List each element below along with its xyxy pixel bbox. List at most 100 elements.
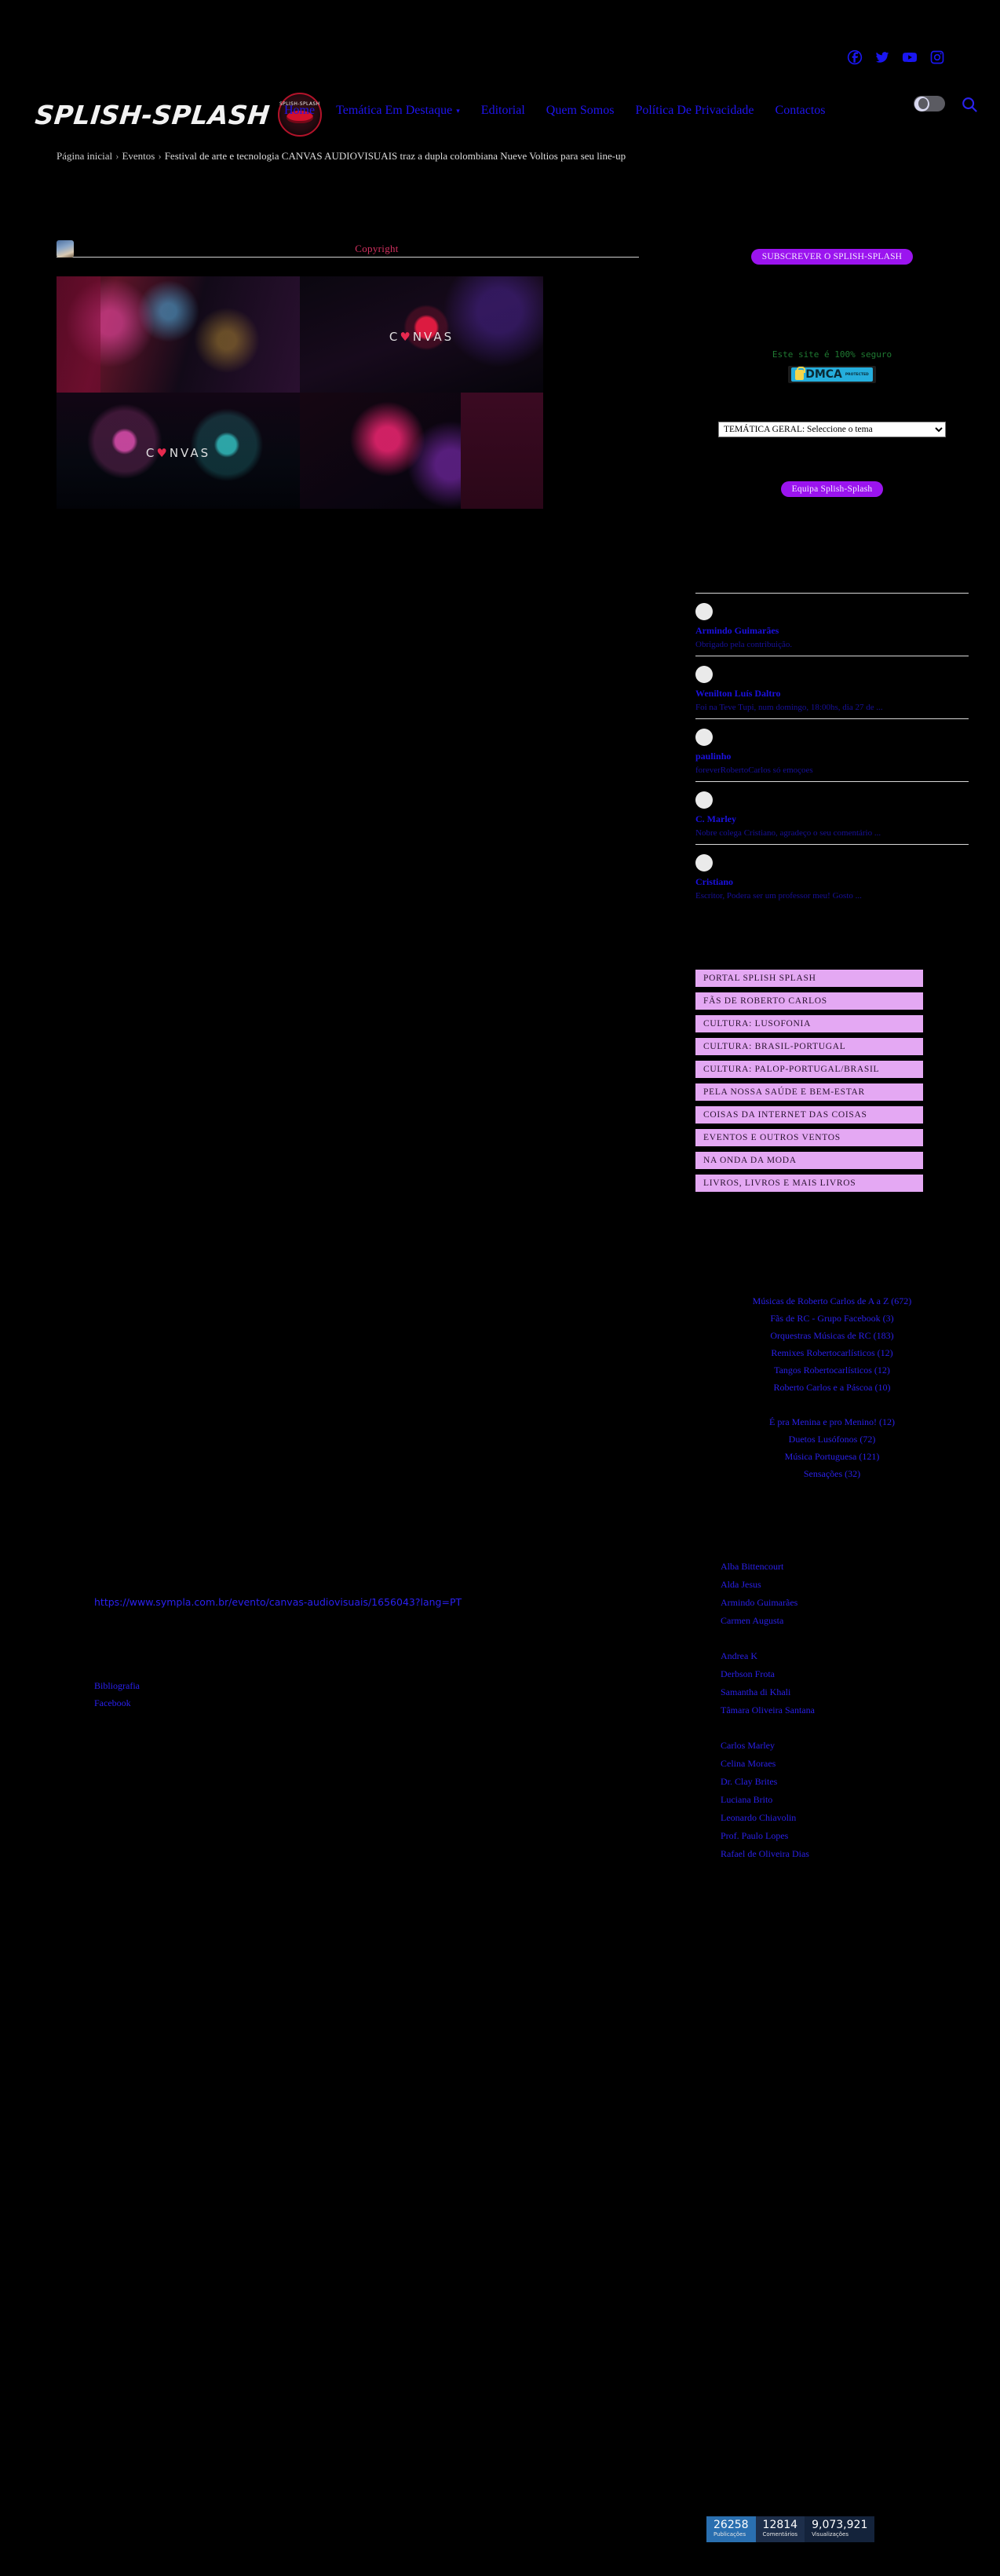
avatar bbox=[695, 791, 713, 809]
comment-item[interactable]: Armindo Guimarães Obrigado pela contribu… bbox=[695, 592, 969, 656]
comment-author: C. Marley bbox=[695, 813, 736, 824]
nav-item-contactos[interactable]: Contactos bbox=[776, 104, 826, 118]
nav-item-quem-somos[interactable]: Quem Somos bbox=[546, 104, 615, 118]
author-link[interactable]: Andrea K bbox=[721, 1650, 757, 1661]
search-icon[interactable] bbox=[961, 96, 978, 113]
counted-link[interactable]: Roberto Carlos e a Páscoa (10) bbox=[773, 1381, 891, 1393]
list-spacer bbox=[695, 1396, 969, 1413]
nav-label: Política De Privacidade bbox=[635, 104, 754, 117]
counted-link[interactable]: Música Portuguesa (121) bbox=[784, 1450, 880, 1462]
comment-item[interactable]: C. Marley Nobre colega Cristiano, agrade… bbox=[695, 780, 969, 844]
comment-author: Cristiano bbox=[695, 875, 733, 887]
category-fas-de-roberto-carlos[interactable]: FÃS DE ROBERTO CARLOS bbox=[695, 992, 923, 1010]
category-na-onda-da-moda[interactable]: NA ONDA DA MODA bbox=[695, 1151, 923, 1169]
author-link[interactable]: Carmen Augusta bbox=[721, 1614, 784, 1626]
counted-link[interactable]: Tangos Robertocarlísticos (12) bbox=[774, 1364, 890, 1376]
counted-link[interactable]: Sensações (32) bbox=[803, 1467, 861, 1479]
event-url-link[interactable]: https://www.sympla.com.br/evento/canvas-… bbox=[94, 1596, 462, 1608]
lips-logo-icon: SPLISH-SPLASH bbox=[277, 93, 322, 137]
nav-item-tematica-em-destaque[interactable]: Temática Em Destaque ▾ bbox=[336, 104, 460, 118]
bibliografia-link[interactable]: Bibliografia bbox=[94, 1680, 140, 1691]
article-content: Copyright C♥NVAS C♥NVAS https://www.symp… bbox=[31, 178, 680, 1712]
counted-link[interactable]: É pra Menina e pro Menino! (12) bbox=[769, 1416, 895, 1427]
category-cultura-brasil-portugal[interactable]: CULTURA: BRASIL-PORTUGAL bbox=[695, 1037, 923, 1055]
comment-text: Escritor, Podera ser um professor meu! G… bbox=[695, 890, 862, 901]
category-livros-livros-e-mais-livros[interactable]: LIVROS, LIVROS E MAIS LIVROS bbox=[695, 1174, 923, 1192]
facebook-link[interactable]: Facebook bbox=[94, 1697, 131, 1708]
article-footer-links: Bibliografia Facebook bbox=[57, 1677, 680, 1712]
chevron-down-icon: ▾ bbox=[456, 106, 460, 115]
category-portal-splish-splash[interactable]: PORTAL SPLISH SPLASH bbox=[695, 969, 923, 987]
comment-item[interactable]: Cristiano Escritor, Podera ser um profes… bbox=[695, 843, 969, 907]
dmca-text: DMCA bbox=[805, 368, 842, 381]
secure-text: Este site é 100% seguro bbox=[772, 349, 892, 360]
counted-link[interactable]: Músicas de Roberto Carlos de A a Z (672) bbox=[752, 1295, 912, 1306]
counted-link[interactable]: Orquestras Músicas de RC (183) bbox=[770, 1329, 894, 1341]
author-link[interactable]: Alda Jesus bbox=[721, 1578, 761, 1590]
author-link[interactable]: Prof. Paulo Lopes bbox=[721, 1829, 789, 1841]
author-link[interactable]: Leonardo Chiavolin bbox=[721, 1811, 797, 1823]
facebook-icon[interactable] bbox=[846, 49, 863, 65]
counted-link[interactable]: Fãs de RC - Grupo Facebook (3) bbox=[770, 1312, 894, 1324]
stat-number: 9,073,921 bbox=[812, 2519, 868, 2531]
author-link[interactable]: Alba Bittencourt bbox=[721, 1560, 784, 1572]
author-link[interactable]: Celina Moraes bbox=[721, 1757, 776, 1769]
equipa-button[interactable]: Equipa Splish-Splash bbox=[780, 480, 884, 497]
breadcrumb-home[interactable]: Página inicial bbox=[57, 150, 113, 162]
breadcrumb-category[interactable]: Eventos bbox=[122, 150, 155, 162]
site-stats: 26258 Publicações 12814 Comentários 9,07… bbox=[706, 2516, 875, 2542]
breadcrumb-current: Festival de arte e tecnologia CANVAS AUD… bbox=[164, 150, 626, 162]
category-cultura-palop-portugal-brasil[interactable]: CULTURA: PALOP-PORTUGAL/BRASIL bbox=[695, 1060, 923, 1078]
counted-link[interactable]: Duetos Lusófonos (72) bbox=[788, 1433, 876, 1445]
post-meta-row: Copyright bbox=[57, 178, 680, 258]
tematica-geral-select[interactable]: TEMÁTICA GERAL: Seleccione o tema bbox=[718, 421, 946, 437]
gallery-photo-1[interactable] bbox=[57, 276, 300, 393]
nav-label: Contactos bbox=[775, 104, 826, 117]
author-link[interactable]: Samantha di Khali bbox=[721, 1686, 791, 1697]
category-cultura-lusofonia[interactable]: CULTURA: LUSOFONIA bbox=[695, 1014, 923, 1032]
gallery-caption-2: C♥NVAS bbox=[389, 329, 454, 344]
author-link[interactable]: Dr. Clay Brites bbox=[721, 1775, 778, 1787]
gallery-photo-3[interactable]: C♥NVAS bbox=[57, 393, 300, 509]
category-pela-nossa-saude-e-bem-estar[interactable]: PELA NOSSA SAÚDE E BEM-ESTAR bbox=[695, 1083, 923, 1101]
dmca-badge[interactable]: DMCA PROTECTED bbox=[788, 366, 876, 383]
theme-selector-widget: TEMÁTICA GERAL: Seleccione o tema bbox=[695, 421, 969, 437]
subscribe-button[interactable]: SUBSCREVER O SPLISH-SPLASH bbox=[750, 249, 914, 265]
author-link[interactable]: Luciana Brito bbox=[721, 1793, 773, 1805]
instagram-icon[interactable] bbox=[929, 49, 945, 65]
nav-item-editorial[interactable]: Editorial bbox=[481, 104, 525, 118]
author-link[interactable]: Derbson Frota bbox=[721, 1668, 775, 1679]
author-link[interactable]: Carlos Marley bbox=[721, 1739, 775, 1751]
dark-mode-toggle[interactable] bbox=[914, 96, 945, 111]
article-links: https://www.sympla.com.br/evento/canvas-… bbox=[57, 509, 680, 1608]
recent-comments-widget: Armindo Guimarães Obrigado pela contribu… bbox=[695, 592, 969, 907]
nav-label: Temática Em Destaque bbox=[336, 104, 453, 117]
stat-comentarios: 12814 Comentários bbox=[755, 2516, 805, 2542]
nav-item-politica-de-privacidade[interactable]: Política De Privacidade bbox=[635, 104, 754, 118]
author-link[interactable]: Rafael de Oliveira Dias bbox=[721, 1847, 809, 1859]
social-links bbox=[846, 49, 945, 65]
gallery-photo-4[interactable] bbox=[300, 393, 543, 509]
stat-publicacoes: 26258 Publicações bbox=[706, 2516, 756, 2542]
twitter-icon[interactable] bbox=[874, 49, 890, 65]
category-eventos-e-outros-ventos[interactable]: EVENTOS E OUTROS VENTOS bbox=[695, 1128, 923, 1146]
comment-item[interactable]: paulinho foreverRobertoCarlos só emoçoes bbox=[695, 718, 969, 781]
comment-text: Foi na Teve Tupi, num domingo, 18:00hs, … bbox=[695, 702, 883, 712]
gallery-photo-2[interactable]: C♥NVAS bbox=[300, 276, 543, 393]
counted-links-widget: Músicas de Roberto Carlos de A a Z (672)… bbox=[695, 1292, 969, 1482]
author-link[interactable]: Tâmara Oliveira Santana bbox=[721, 1704, 815, 1716]
site-logo[interactable]: SPLISH-SPLASH SPLISH-SPLASH bbox=[33, 93, 322, 137]
author-link[interactable]: Armindo Guimarães bbox=[721, 1596, 798, 1608]
nav-label: Editorial bbox=[480, 104, 525, 117]
youtube-icon[interactable] bbox=[901, 49, 918, 65]
list-spacer bbox=[695, 1630, 969, 1647]
toggle-knob bbox=[914, 96, 929, 111]
copyright-label: Copyright bbox=[355, 243, 399, 254]
nav-item-home[interactable]: Home bbox=[284, 104, 315, 118]
brand-wordmark: SPLISH-SPLASH bbox=[33, 99, 272, 130]
category-coisas-da-internet-das-coisas[interactable]: COISAS DA INTERNET DAS COISAS bbox=[695, 1105, 923, 1124]
stat-visualizacoes: 9,073,921 Visualizações bbox=[805, 2516, 875, 2542]
stat-label: Comentários bbox=[762, 2531, 798, 2538]
counted-link[interactable]: Remixes Robertocarlísticos (12) bbox=[771, 1346, 893, 1358]
comment-item[interactable]: Wenilton Luís Daltro Foi na Teve Tupi, n… bbox=[695, 655, 969, 718]
